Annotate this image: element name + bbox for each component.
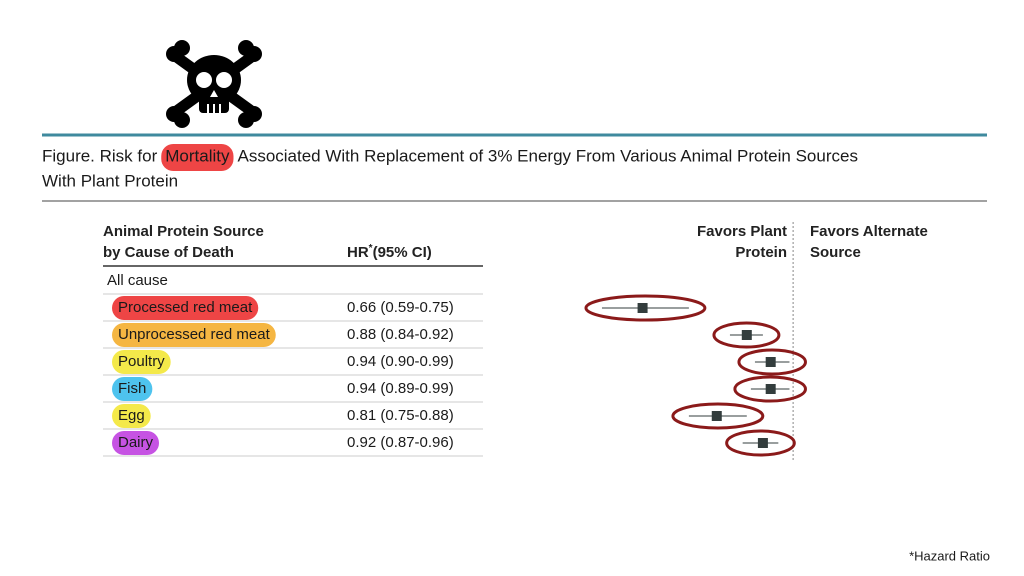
category-highlight — [112, 296, 259, 320]
hr-marker — [757, 438, 768, 448]
chart-title: With Plant Protein — [42, 171, 178, 190]
favors-right: Source — [810, 244, 861, 261]
group-label: All cause — [107, 272, 168, 289]
footnote: *Hazard Ratio — [909, 548, 990, 563]
hr-value: 0.81 (0.75-0.88) — [347, 407, 454, 424]
highlight-ellipse — [725, 429, 796, 457]
column-header: by Cause of Death — [103, 244, 234, 261]
category-label: Poultry — [118, 353, 165, 370]
category-highlight — [112, 431, 160, 455]
favors-right: Favors Alternate — [810, 223, 928, 240]
hr-marker — [765, 357, 776, 367]
favors-left: Protein — [735, 244, 787, 261]
chart-title: Figure. Risk for — [42, 146, 158, 165]
hr-value: 0.92 (0.87-0.96) — [347, 434, 454, 451]
hr-value: 0.88 (0.84-0.92) — [347, 326, 454, 343]
favors-left: Favors Plant — [697, 223, 787, 240]
category-highlight — [112, 404, 151, 428]
category-label: Unprocessed red meat — [118, 326, 271, 343]
skull-icon — [166, 40, 262, 128]
hr-marker — [637, 303, 648, 313]
highlight-ellipse — [733, 375, 807, 403]
highlight-ellipse — [712, 321, 781, 349]
hr-value: 0.66 (0.59-0.75) — [347, 299, 454, 316]
title-highlight — [161, 144, 234, 171]
hr-header-part: HR — [347, 244, 369, 261]
hr-value: 0.94 (0.90-0.99) — [347, 353, 454, 370]
chart-title: Associated With Replacement of 3% Energy… — [237, 146, 857, 165]
category-highlight — [112, 350, 171, 374]
category-label: Egg — [118, 407, 145, 424]
highlight-ellipse — [671, 402, 765, 430]
hr-marker — [741, 330, 752, 340]
category-label: Dairy — [118, 434, 154, 451]
column-header: Animal Protein Source — [103, 223, 264, 240]
chart-title-highlight: Mortality — [165, 146, 230, 165]
category-highlight — [112, 377, 153, 401]
category-highlight — [112, 323, 276, 347]
highlight-ellipse — [584, 294, 707, 322]
hr-value: 0.94 (0.89-0.99) — [347, 380, 454, 397]
hr-header-part: (95% CI) — [373, 244, 432, 261]
hr-header-part: * — [369, 243, 373, 254]
hr-marker — [765, 384, 776, 394]
category-label: Fish — [118, 380, 146, 397]
highlight-ellipse — [737, 348, 807, 376]
hr-header: HR*(95% CI) — [347, 243, 432, 261]
hr-marker — [711, 411, 722, 421]
category-label: Processed red meat — [118, 299, 253, 316]
